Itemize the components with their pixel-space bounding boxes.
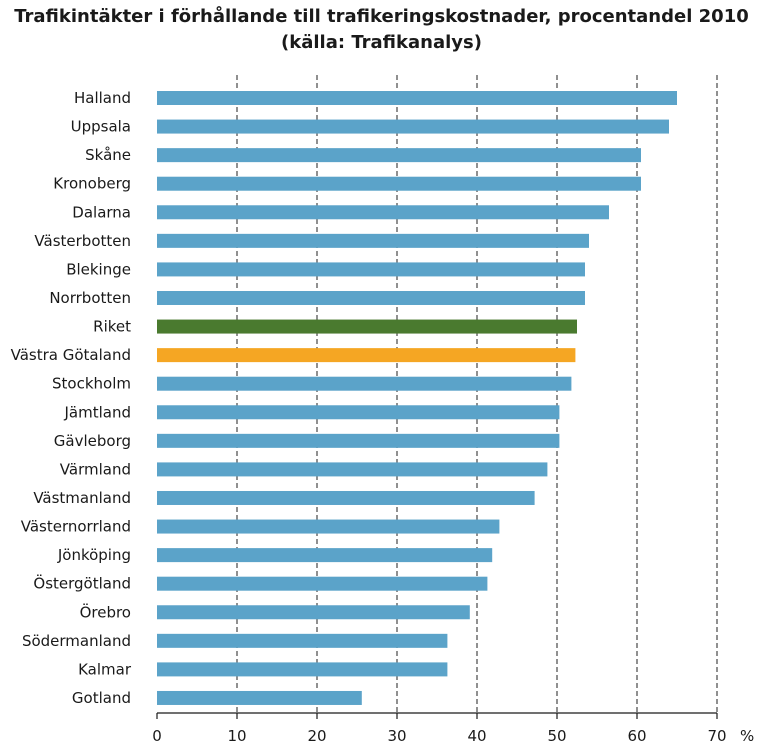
category-label: Norrbotten [49,289,131,307]
bar-jönköping [157,548,493,563]
category-label: Stockholm [52,375,131,393]
x-tick-label: 30 [387,727,406,745]
category-label: Kronoberg [53,175,131,193]
x-tick-label: 50 [547,727,566,745]
bar-jämtland [157,405,560,420]
category-label: Jönköping [57,546,131,564]
x-tick-label: 10 [227,727,246,745]
bar-västerbotten [157,233,589,248]
bar-norrbotten [157,290,585,305]
category-label: Södermanland [22,632,131,650]
category-label: Blekinge [66,260,131,278]
bar-skåne [157,148,641,163]
bar-uppsala [157,119,669,134]
bars [157,91,677,705]
category-label: Uppsala [71,118,131,136]
category-label: Skåne [85,146,131,164]
chart-title-block: Trafikintäkter i förhållande till trafik… [0,4,763,56]
category-label: Örebro [80,602,131,621]
bar-riket [157,319,577,334]
bar-västmanland [157,490,535,505]
x-axis-ticks: 0 10 20 30 40 50 60 70 [152,713,727,745]
category-label: Kalmar [78,660,132,678]
category-labels: Halland Uppsala Skåne Kronoberg Dalarna Väste… [11,89,132,707]
category-label: Värmland [60,460,131,478]
category-label: Östergötland [33,574,131,593]
bar-dalarna [157,205,609,220]
bar-kronoberg [157,176,641,191]
chart-subtitle: (källa: Trafikanalys) [281,32,482,53]
category-label: Gotland [72,689,131,707]
bar-örebro [157,605,470,620]
bar-västernorrland [157,519,500,534]
x-tick-label: 20 [307,727,326,745]
category-label: Västra Götaland [11,346,131,364]
bar-gotland [157,690,362,705]
bar-kalmar [157,662,448,677]
chart-title: Trafikintäkter i förhållande till trafik… [14,6,749,27]
bar-östergötland [157,576,488,591]
x-tick-label: 40 [467,727,486,745]
category-label: Västerbotten [34,232,131,250]
bar-värmland [157,462,548,477]
x-axis-unit: % [740,727,754,745]
category-label: Gävleborg [54,432,131,450]
category-label: Västernorrland [21,518,131,536]
bar-halland [157,91,677,105]
bar-blekinge [157,262,585,277]
category-label: Halland [74,89,131,107]
bar-södermanland [157,633,448,648]
x-tick-label: 60 [627,727,646,745]
bar-gävleborg [157,433,560,448]
category-label: Västmanland [33,489,131,507]
x-tick-label: 70 [707,727,726,745]
bar-västra-götaland [157,348,576,363]
category-label: Riket [93,318,131,336]
bar-stockholm [157,376,572,391]
category-label: Jämtland [64,403,132,421]
x-tick-label: 0 [152,727,162,745]
category-label: Dalarna [72,203,131,221]
